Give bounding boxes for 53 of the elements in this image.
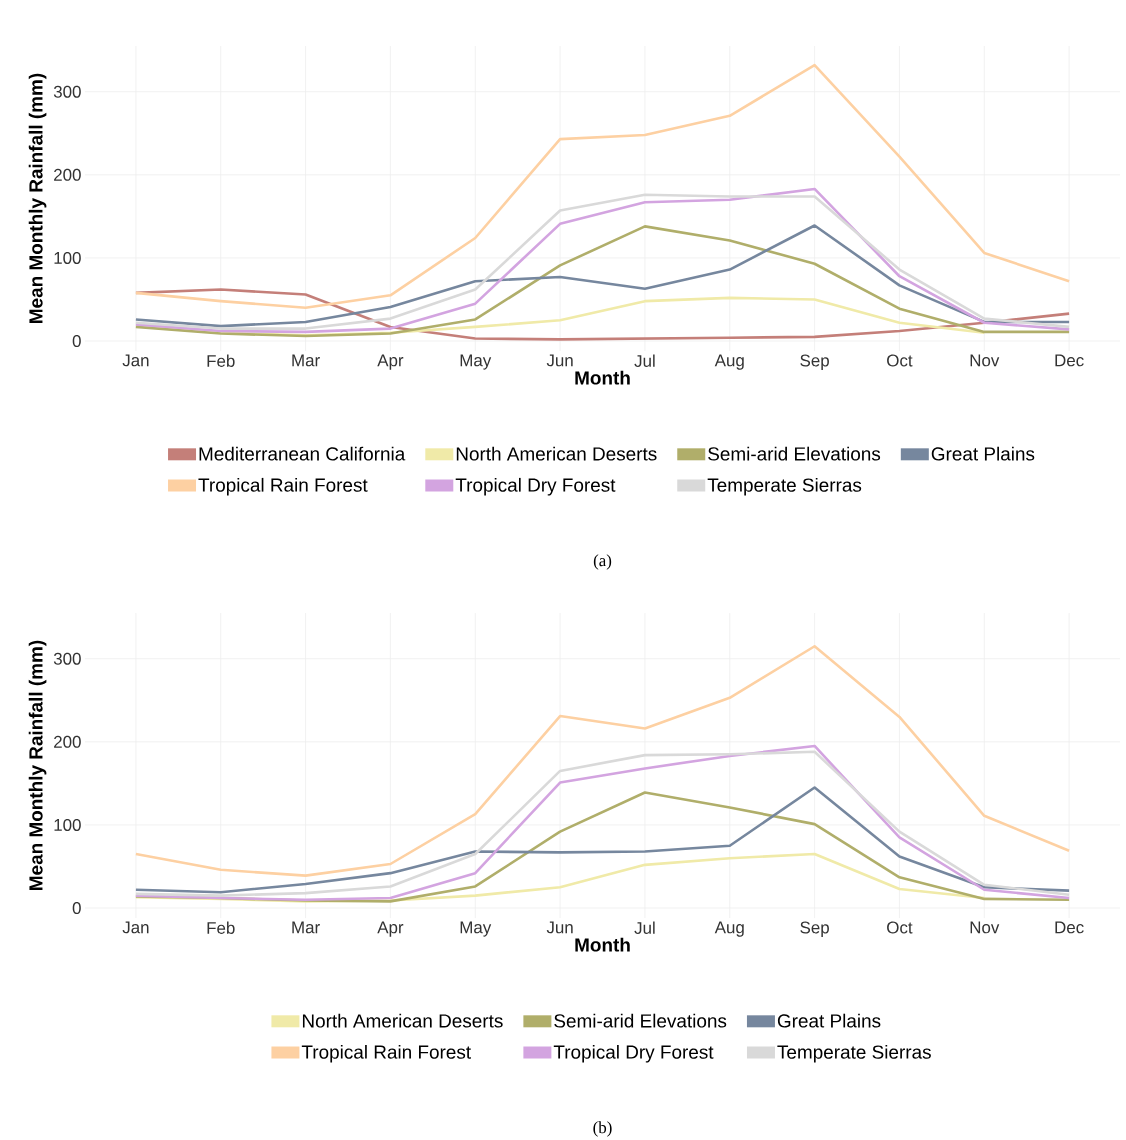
x-tick-label: Aug [714, 921, 744, 937]
x-tick-label: Jan [122, 921, 149, 934]
x-tick-label: Mar [292, 354, 320, 367]
x-axis-title: Month [575, 370, 630, 385]
x-tick-label: Nov [970, 354, 1000, 367]
x-axis-title: Month [575, 937, 630, 952]
y-tick-label: 300 [53, 652, 81, 665]
legend-label: Great Plains [777, 1013, 881, 1028]
line-series [134, 63, 1071, 310]
legend-label: North American Deserts [456, 446, 657, 461]
y-tick-label: 200 [54, 735, 81, 748]
x-tick-label: Sep [800, 921, 829, 937]
y-tick-label: 0 [72, 335, 81, 348]
x-tick-label: Feb [207, 921, 235, 934]
x-tick-label: Feb [207, 354, 235, 367]
x-tick-label: Dec [1055, 921, 1084, 934]
x-tick-label: Nov [970, 921, 1000, 934]
legend-label: Tropical Dry Forest [553, 1044, 714, 1063]
x-tick-label: Apr [377, 921, 404, 937]
legend-label: Great Plains [931, 446, 1035, 461]
text: (a) [593, 554, 612, 570]
legend-label: Semi-arid Elevations [708, 446, 881, 461]
x-tick-label: Jan [122, 354, 149, 367]
x-tick-label: Sep [800, 354, 829, 370]
y-axis-title: Mean Monthly Rainfall (mm) [28, 73, 47, 323]
x-tick-label: Jun [546, 921, 573, 934]
legend-label: North American Deserts [302, 1013, 503, 1028]
text: (b) [593, 1121, 612, 1137]
y-axis-title: Mean Monthly Rainfall (mm) [28, 640, 47, 890]
x-tick-label: Aug [714, 354, 744, 370]
legend-label: Temperate Sierras [707, 477, 862, 496]
legend-label: Mediterranean California [199, 446, 406, 461]
x-tick-label: Apr [377, 354, 404, 370]
y-tick-label: 100 [54, 251, 81, 264]
x-tick-label: Oct [887, 921, 913, 934]
legend-label: Temperate Sierras [777, 1044, 931, 1063]
line-series [134, 644, 1071, 877]
x-tick-label: Oct [887, 354, 913, 367]
x-tick-label: Dec [1055, 354, 1084, 367]
x-tick-label: Jun [546, 354, 573, 367]
y-tick-label: 100 [54, 818, 81, 831]
x-tick-label: Jul [634, 354, 655, 367]
legend-label: Tropical Dry Forest [455, 477, 616, 496]
y-tick-label: 300 [53, 85, 81, 98]
x-tick-label: May [460, 921, 492, 937]
legend-label: Tropical Rain Forest [198, 477, 368, 496]
x-tick-label: May [460, 354, 492, 370]
y-tick-label: 0 [72, 902, 81, 915]
x-tick-label: Mar [292, 921, 320, 934]
x-tick-label: Jul [634, 921, 655, 934]
y-tick-label: 200 [54, 168, 81, 181]
legend-label: Semi-arid Elevations [554, 1013, 727, 1028]
legend-label: Tropical Rain Forest [301, 1044, 471, 1063]
